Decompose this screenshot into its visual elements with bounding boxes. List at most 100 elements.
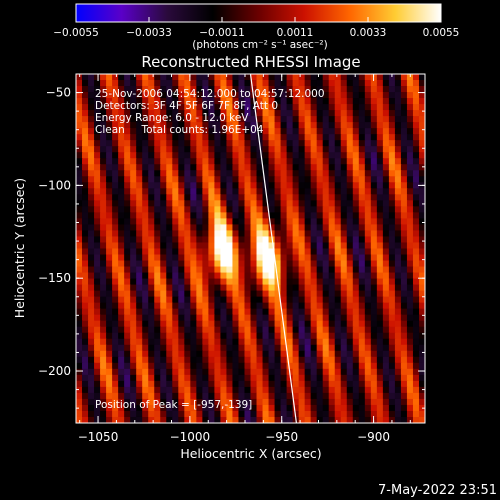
heatmap-cell bbox=[106, 200, 113, 207]
heatmap-cell bbox=[184, 326, 191, 334]
heatmap-cell bbox=[238, 254, 246, 262]
heatmap-cell bbox=[208, 362, 215, 370]
heatmap-cell bbox=[292, 104, 300, 111]
heatmap-cell bbox=[178, 302, 185, 310]
heatmap-cell bbox=[94, 80, 101, 87]
heatmap-cell bbox=[148, 404, 155, 412]
heatmap-cell bbox=[172, 212, 179, 220]
heatmap-cell bbox=[250, 152, 258, 159]
heatmap-cell bbox=[364, 392, 372, 400]
heatmap-cell bbox=[340, 152, 348, 159]
heatmap-cell bbox=[412, 110, 420, 117]
heatmap-cell bbox=[232, 386, 240, 394]
heatmap-cell bbox=[118, 230, 125, 238]
heatmap-cell bbox=[130, 362, 137, 370]
heatmap-cell bbox=[160, 98, 167, 105]
heatmap-cell bbox=[124, 248, 131, 256]
heatmap-cell bbox=[394, 392, 402, 400]
heatmap-cell bbox=[280, 152, 288, 159]
heatmap-cell bbox=[100, 284, 107, 292]
heatmap-cell bbox=[406, 200, 414, 207]
heatmap-cell bbox=[304, 236, 312, 244]
heatmap-cell bbox=[406, 74, 414, 81]
heatmap-cell bbox=[100, 158, 107, 165]
heatmap-cell bbox=[88, 398, 95, 406]
heatmap-cell bbox=[412, 344, 420, 352]
heatmap-cell bbox=[298, 134, 306, 141]
heatmap-cell bbox=[196, 200, 203, 207]
heatmap-cell bbox=[106, 122, 113, 129]
heatmap-cell bbox=[142, 152, 149, 159]
heatmap-cell bbox=[286, 302, 294, 310]
heatmap-cell bbox=[352, 314, 360, 322]
heatmap-cell bbox=[316, 320, 324, 328]
heatmap-cell bbox=[190, 98, 197, 105]
heatmap-cell bbox=[340, 248, 348, 256]
heatmap-cell bbox=[310, 146, 318, 153]
heatmap-cell bbox=[388, 332, 396, 340]
heatmap-cell bbox=[376, 74, 384, 81]
colorbar-ticks: −0.0055 −0.0033 −0.0011 0.0011 0.0033 0.0055 bbox=[53, 17, 459, 39]
heatmap-cell bbox=[256, 104, 264, 111]
heatmap-cell bbox=[238, 242, 246, 250]
heatmap-cell bbox=[130, 80, 137, 87]
heatmap-cell bbox=[172, 230, 179, 238]
heatmap-cell bbox=[310, 320, 318, 328]
heatmap-cell bbox=[364, 278, 372, 286]
heatmap-cell bbox=[148, 302, 155, 310]
heatmap-cell bbox=[244, 158, 252, 165]
heatmap-cell bbox=[340, 404, 348, 412]
heatmap-cell bbox=[262, 212, 270, 220]
heatmap-cell bbox=[352, 224, 360, 232]
heatmap-cell bbox=[406, 176, 414, 183]
heatmap-cell bbox=[310, 302, 318, 310]
heatmap-cell bbox=[322, 380, 330, 388]
heatmap-cell bbox=[358, 212, 366, 220]
heatmap-cell bbox=[76, 128, 83, 135]
heatmap-cell bbox=[250, 224, 258, 232]
heatmap-cell bbox=[304, 212, 312, 220]
heatmap-cell bbox=[256, 410, 264, 418]
heatmap-cell bbox=[394, 314, 402, 322]
heatmap-cell bbox=[388, 266, 396, 274]
heatmap-cell bbox=[364, 212, 372, 220]
heatmap-cell bbox=[382, 308, 390, 316]
heatmap-cell bbox=[250, 416, 258, 423]
heatmap-cell bbox=[286, 296, 294, 304]
heatmap-cell bbox=[406, 188, 414, 195]
heatmap-cell bbox=[238, 74, 246, 81]
heatmap-cell bbox=[184, 332, 191, 340]
heatmap-cell bbox=[178, 200, 185, 207]
heatmap-cell bbox=[184, 164, 191, 171]
heatmap-cell bbox=[280, 98, 288, 105]
heatmap-cell bbox=[412, 278, 420, 286]
heatmap-cell bbox=[82, 194, 89, 201]
heatmap-cell bbox=[358, 416, 366, 423]
heatmap-cell bbox=[346, 224, 354, 232]
heatmap-cell bbox=[118, 368, 125, 376]
heatmap-cell bbox=[352, 260, 360, 268]
heatmap-cell bbox=[190, 104, 197, 111]
heatmap-cell bbox=[346, 116, 354, 123]
heatmap-cell bbox=[136, 224, 143, 232]
heatmap-cell bbox=[178, 218, 185, 226]
heatmap-cell bbox=[352, 332, 360, 340]
heatmap-cell bbox=[256, 392, 264, 400]
heatmap-cell bbox=[304, 380, 312, 388]
heatmap-cell bbox=[376, 248, 384, 256]
heatmap-cell bbox=[154, 122, 161, 129]
heatmap-cell bbox=[406, 122, 414, 129]
heatmap-cell bbox=[166, 92, 173, 99]
heatmap-cell bbox=[298, 200, 306, 207]
heatmap-cell bbox=[166, 224, 173, 232]
heatmap-cell bbox=[136, 212, 143, 220]
heatmap-cell bbox=[184, 254, 191, 262]
heatmap-cell bbox=[358, 308, 366, 316]
heatmap-cell bbox=[406, 260, 414, 268]
heatmap-cell bbox=[286, 188, 294, 195]
heatmap-cell bbox=[382, 104, 390, 111]
heatmap-cell bbox=[406, 92, 414, 99]
heatmap-cell bbox=[142, 194, 149, 201]
heatmap-cell bbox=[178, 80, 185, 87]
heatmap-cell bbox=[184, 278, 191, 286]
